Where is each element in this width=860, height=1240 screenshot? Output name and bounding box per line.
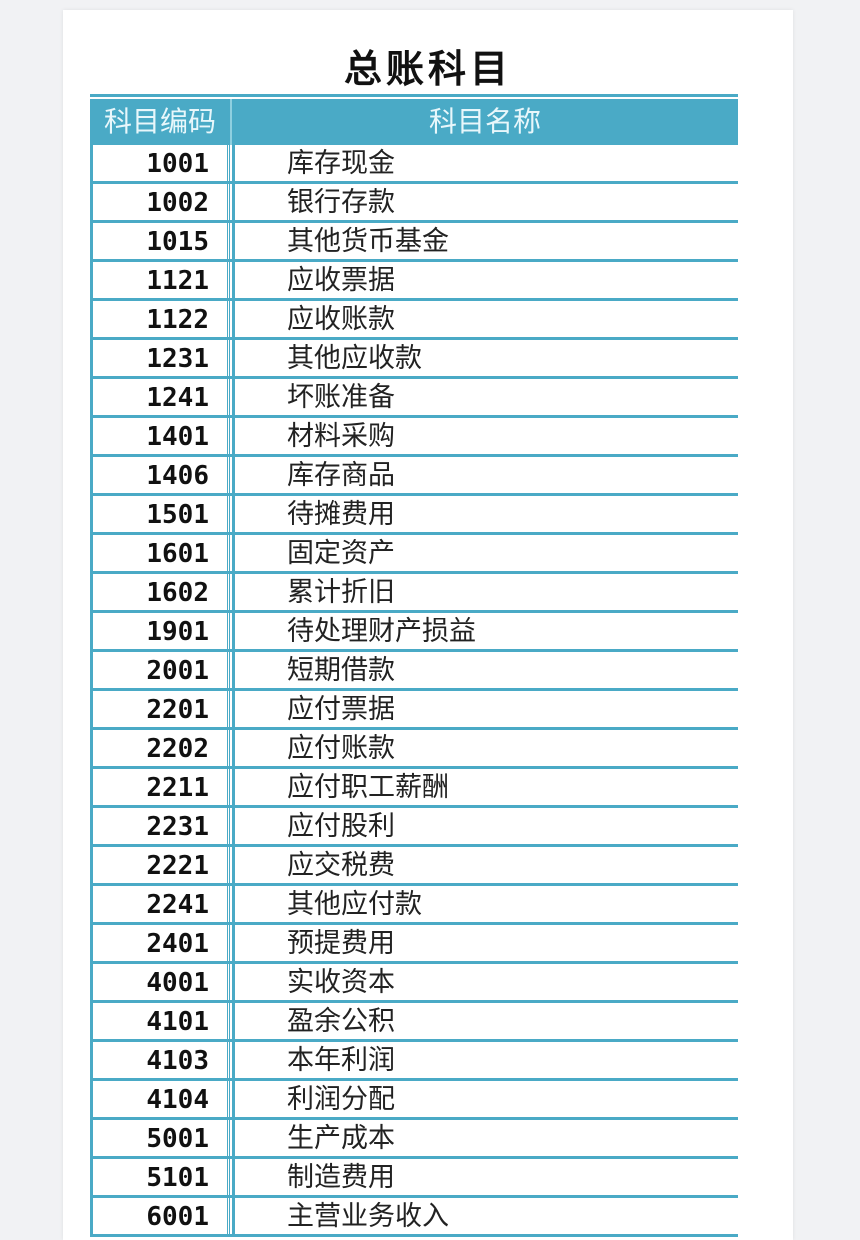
account-name: 坏账准备 — [232, 379, 738, 415]
table-row: 1406 库存商品 — [90, 457, 738, 496]
account-name: 应付职工薪酬 — [232, 769, 738, 805]
account-name: 生产成本 — [232, 1120, 738, 1156]
account-code: 2401 — [90, 925, 230, 961]
account-name: 待摊费用 — [232, 496, 738, 532]
account-code: 1121 — [90, 262, 230, 298]
table-row: 1602 累计折旧 — [90, 574, 738, 613]
account-code: 1001 — [90, 145, 230, 181]
account-name: 本年利润 — [232, 1042, 738, 1078]
table-row: 4001 实收资本 — [90, 964, 738, 1003]
table-row: 1122 应收账款 — [90, 301, 738, 340]
account-name: 预提费用 — [232, 925, 738, 961]
account-name: 银行存款 — [232, 184, 738, 220]
account-code: 4104 — [90, 1081, 230, 1117]
table-row: 1002 银行存款 — [90, 184, 738, 223]
account-name: 应付股利 — [232, 808, 738, 844]
account-name: 累计折旧 — [232, 574, 738, 610]
account-code: 1122 — [90, 301, 230, 337]
account-name: 其他应收款 — [232, 340, 738, 376]
column-header-code: 科目编码 — [90, 99, 232, 145]
table-row: 1121 应收票据 — [90, 262, 738, 301]
table-row: 1231 其他应收款 — [90, 340, 738, 379]
account-code: 1241 — [90, 379, 230, 415]
account-code: 1406 — [90, 457, 230, 493]
account-code: 2241 — [90, 886, 230, 922]
account-code: 1602 — [90, 574, 230, 610]
table-row: 2401 预提费用 — [90, 925, 738, 964]
table-body: 1001 库存现金 1002 银行存款 1015 其他货币基金 1121 应收票据 1122 应收… — [90, 145, 738, 1237]
table-row: 1001 库存现金 — [90, 145, 738, 184]
account-code: 2201 — [90, 691, 230, 727]
page-title: 总账科目 — [343, 46, 512, 91]
account-code: 2211 — [90, 769, 230, 805]
account-name: 其他货币基金 — [232, 223, 738, 259]
table-row: 2202 应付账款 — [90, 730, 738, 769]
table-row: 2221 应交税费 — [90, 847, 738, 886]
account-name: 固定资产 — [232, 535, 738, 571]
table-row: 5101 制造费用 — [90, 1159, 738, 1198]
account-code: 5101 — [90, 1159, 230, 1195]
document-page: 总账科目 科目编码 科目名称 1001 库存现金 1002 银行存款 1015 其他货币基… — [63, 10, 793, 1240]
table-row: 2201 应付票据 — [90, 691, 738, 730]
account-name: 应付票据 — [232, 691, 738, 727]
table-row: 2231 应付股利 — [90, 808, 738, 847]
account-name: 应付账款 — [232, 730, 738, 766]
account-code: 2231 — [90, 808, 230, 844]
account-code: 6001 — [90, 1198, 230, 1234]
table-row: 1241 坏账准备 — [90, 379, 738, 418]
account-code: 2221 — [90, 847, 230, 883]
account-code: 1015 — [90, 223, 230, 259]
account-name: 应收票据 — [232, 262, 738, 298]
account-name: 盈余公积 — [232, 1003, 738, 1039]
account-name: 其他应付款 — [232, 886, 738, 922]
divider — [90, 94, 738, 97]
account-name: 库存现金 — [232, 145, 738, 181]
account-code: 4001 — [90, 964, 230, 1000]
column-header-name: 科目名称 — [428, 105, 541, 138]
account-name: 短期借款 — [232, 652, 738, 688]
account-code: 1401 — [90, 418, 230, 454]
table-row: 1401 材料采购 — [90, 418, 738, 457]
table-row: 2001 短期借款 — [90, 652, 738, 691]
table-row: 1501 待摊费用 — [90, 496, 738, 535]
account-name: 制造费用 — [232, 1159, 738, 1195]
account-code: 1501 — [90, 496, 230, 532]
account-code: 1002 — [90, 184, 230, 220]
account-code: 2202 — [90, 730, 230, 766]
account-name: 实收资本 — [232, 964, 738, 1000]
account-name: 待处理财产损益 — [232, 613, 738, 649]
table-row: 1901 待处理财产损益 — [90, 613, 738, 652]
table-row: 1601 固定资产 — [90, 535, 738, 574]
account-code: 1901 — [90, 613, 230, 649]
account-name: 应收账款 — [232, 301, 738, 337]
accounts-table: 科目编码 科目名称 1001 库存现金 1002 银行存款 1015 其他货币基金 1121… — [90, 94, 738, 1237]
table-row: 1015 其他货币基金 — [90, 223, 738, 262]
account-code: 4101 — [90, 1003, 230, 1039]
account-code: 2001 — [90, 652, 230, 688]
table-row: 2211 应付职工薪酬 — [90, 769, 738, 808]
table-header: 科目编码 科目名称 — [90, 99, 738, 145]
account-code: 1231 — [90, 340, 230, 376]
table-row: 6001 主营业务收入 — [90, 1198, 738, 1237]
account-name: 利润分配 — [232, 1081, 738, 1117]
account-code: 5001 — [90, 1120, 230, 1156]
table-row: 4101 盈余公积 — [90, 1003, 738, 1042]
account-name: 应交税费 — [232, 847, 738, 883]
account-code: 1601 — [90, 535, 230, 571]
table-row: 5001 生产成本 — [90, 1120, 738, 1159]
table-row: 4104 利润分配 — [90, 1081, 738, 1120]
table-row: 2241 其他应付款 — [90, 886, 738, 925]
account-code: 4103 — [90, 1042, 230, 1078]
table-row: 4103 本年利润 — [90, 1042, 738, 1081]
account-name: 主营业务收入 — [232, 1198, 738, 1234]
account-name: 材料采购 — [232, 418, 738, 454]
account-name: 库存商品 — [232, 457, 738, 493]
